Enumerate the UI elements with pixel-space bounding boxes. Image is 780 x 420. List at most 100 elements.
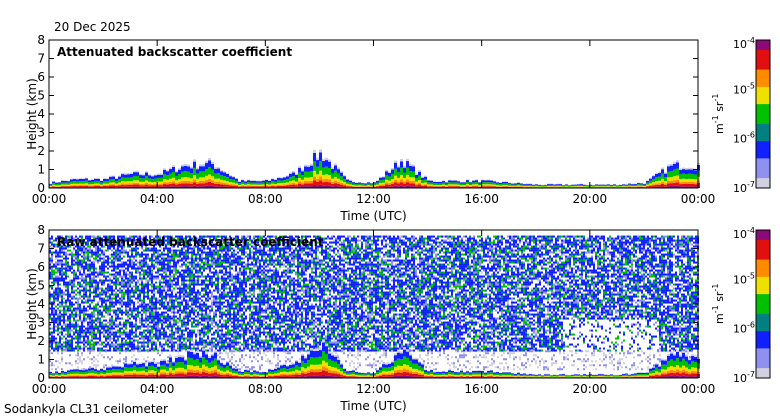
signal-cell <box>559 186 562 187</box>
noise-cell <box>177 305 179 308</box>
signal-cell <box>475 182 478 185</box>
noise-cell <box>153 303 155 306</box>
noise-cell <box>107 261 109 264</box>
colorbar-cell <box>756 81 770 85</box>
signal-cell <box>163 179 166 183</box>
signal-cell <box>190 166 193 169</box>
signal-cell <box>103 178 106 182</box>
noise-cell <box>81 261 83 264</box>
noise-cell <box>73 269 75 272</box>
noise-cell <box>99 319 101 322</box>
signal-cell <box>58 185 61 187</box>
noise-cell <box>97 245 99 248</box>
signal-cell <box>97 185 100 187</box>
signal-cell <box>556 186 559 187</box>
noise-cell <box>89 271 91 274</box>
noise-cell <box>97 251 99 254</box>
noise-cell <box>111 263 113 266</box>
noise-cell <box>139 263 141 266</box>
signal-cell <box>79 186 82 188</box>
noise-cell <box>99 347 101 350</box>
signal-cell <box>307 166 310 172</box>
noise-cell <box>161 253 163 256</box>
colorbar-cell <box>756 173 770 177</box>
signal-cell <box>391 167 394 170</box>
signal-cell <box>100 186 103 188</box>
signal-cell <box>409 180 412 184</box>
signal-cell <box>418 184 421 187</box>
noise-cell <box>83 285 85 288</box>
noise-cell <box>121 325 123 328</box>
noise-cell <box>191 275 193 278</box>
noise-cell <box>49 295 51 298</box>
noise-cell <box>163 311 165 314</box>
noise-cell <box>187 345 189 348</box>
noise-cell <box>189 263 191 266</box>
signal-cell <box>73 185 76 187</box>
noise-cell <box>65 241 67 244</box>
signal-cell <box>673 161 676 164</box>
noise-cell <box>111 269 113 272</box>
noise-cell <box>87 356 89 359</box>
signal-cell <box>169 173 172 179</box>
noise-cell <box>167 337 169 340</box>
noise-cell <box>191 299 193 302</box>
noise-cell <box>121 291 123 294</box>
noise-cell <box>83 329 85 332</box>
noise-cell <box>111 239 113 242</box>
noise-cell <box>185 295 187 298</box>
noise-cell <box>85 275 87 278</box>
signal-cell <box>358 186 361 188</box>
noise-cell <box>107 341 109 344</box>
signal-cell <box>343 178 346 183</box>
signal-cell <box>214 181 217 184</box>
signal-cell <box>304 183 307 187</box>
colorbar-cell <box>756 64 770 68</box>
noise-cell <box>191 239 193 242</box>
noise-cell <box>167 307 169 310</box>
noise-cell <box>105 337 107 340</box>
noise-cell <box>185 263 187 266</box>
noise-cell <box>119 263 121 266</box>
noise-cell <box>185 239 187 242</box>
noise-cell <box>127 323 129 326</box>
noise-cell <box>115 265 117 268</box>
noise-cell <box>141 287 143 290</box>
signal-cell <box>682 181 685 184</box>
noise-cell <box>161 323 163 326</box>
noise-cell <box>123 275 125 278</box>
signal-cell <box>565 187 568 188</box>
noise-cell <box>187 255 189 258</box>
noise-cell <box>81 249 83 252</box>
noise-cell <box>137 301 139 304</box>
noise-cell <box>87 253 89 256</box>
signal-cell <box>514 186 517 188</box>
signal-cell <box>283 184 286 186</box>
signal-cell <box>70 181 73 184</box>
noise-cell <box>183 261 185 264</box>
noise-cell <box>171 329 173 332</box>
signal-cell <box>142 175 145 179</box>
signal-cell <box>229 186 232 188</box>
noise-cell <box>57 269 59 272</box>
signal-cell <box>517 185 520 187</box>
signal-cell <box>679 174 682 180</box>
signal-cell <box>454 185 457 187</box>
signal-cell <box>49 186 52 188</box>
noise-cell <box>185 287 187 290</box>
noise-cell <box>81 277 83 280</box>
noise-cell <box>115 331 117 334</box>
noise-cell <box>61 356 63 359</box>
signal-cell <box>517 182 520 183</box>
noise-cell <box>193 279 195 282</box>
signal-cell <box>403 183 406 187</box>
noise-cell <box>149 259 151 262</box>
noise-cell <box>193 249 195 252</box>
noise-cell <box>89 323 91 326</box>
noise-cell <box>65 277 67 280</box>
noise-cell <box>173 251 175 254</box>
noise-cell <box>113 237 115 240</box>
noise-cell <box>69 303 71 306</box>
signal-cell <box>55 182 58 183</box>
noise-cell <box>91 327 93 330</box>
